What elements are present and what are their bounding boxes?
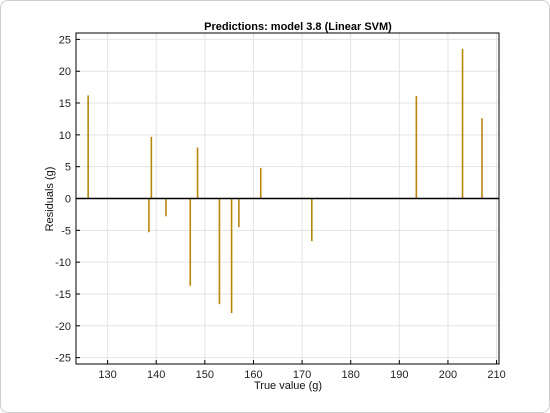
y-tick-label-8: 15 [59, 98, 71, 110]
x-tick-label-7: 200 [439, 369, 457, 381]
x-tick-label-0: 130 [98, 369, 116, 381]
residual-bars [87, 48, 483, 314]
x-tick-label-3: 160 [244, 369, 262, 381]
x-tick-label-6: 190 [390, 369, 408, 381]
y-tick-label-0: -25 [55, 353, 71, 365]
y-tick-label-9: 20 [59, 66, 71, 78]
y-tick-label-4: -5 [61, 225, 71, 237]
y-tick-label-1: -20 [55, 321, 71, 333]
y-tick-label-10: 25 [59, 34, 71, 46]
y-tick-label-5: 0 [65, 194, 71, 206]
x-tick-label-4: 170 [293, 369, 311, 381]
x-tick-label-1: 140 [147, 369, 165, 381]
y-tick-label-7: 10 [59, 130, 71, 142]
x-tick-label-8: 210 [487, 369, 505, 381]
x-axis-label: True value (g) [254, 380, 322, 392]
chart-title: Predictions: model 3.8 (Linear SVM) [204, 21, 392, 33]
y-tick-label-3: -10 [55, 257, 71, 269]
y-axis-ticks: -25 -20 -15 -10 -5 0 5 10 15 20 25 [55, 34, 80, 365]
y-tick-label-2: -15 [55, 289, 71, 301]
grid [76, 33, 499, 364]
y-tick-label-6: 5 [65, 162, 71, 174]
x-axis-ticks: 130 140 150 160 170 180 190 200 210 [98, 360, 506, 381]
x-tick-label-2: 150 [196, 369, 214, 381]
y-axis-label: Residuals (g) [44, 167, 56, 232]
x-tick-label-5: 180 [342, 369, 360, 381]
